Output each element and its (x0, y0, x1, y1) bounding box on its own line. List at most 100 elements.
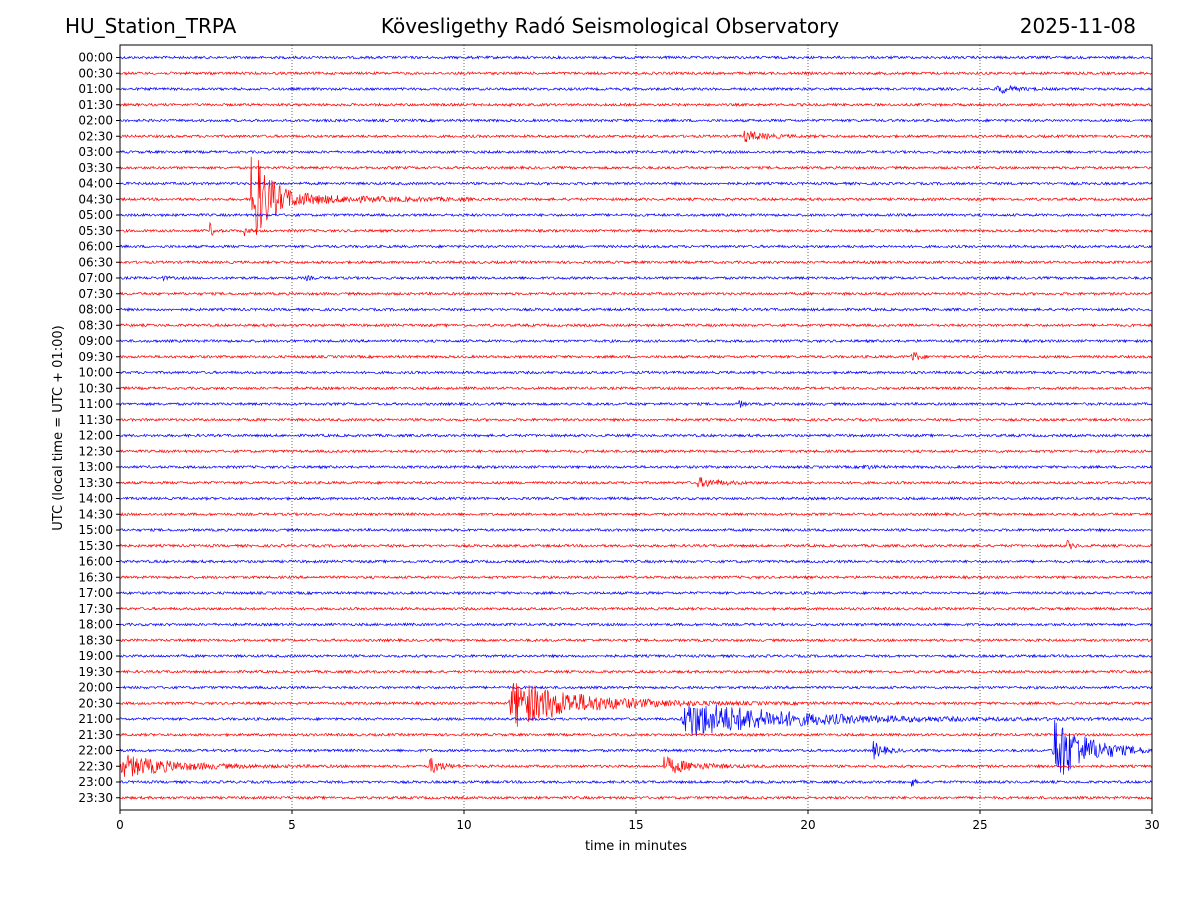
trace-row (120, 653, 1152, 659)
y-axis-label: UTC (local time = UTC + 01:00) (51, 325, 66, 530)
trace-row (120, 590, 1152, 596)
y-tick-label: 06:30 (78, 255, 113, 269)
y-tick-label: 03:30 (78, 161, 113, 175)
y-tick-label: 11:00 (78, 397, 113, 411)
y-tick-label: 19:00 (78, 649, 113, 663)
trace-row (120, 102, 1152, 108)
y-tick-label: 12:00 (78, 429, 113, 443)
trace-row (120, 511, 1152, 517)
y-tick-label: 17:00 (78, 586, 113, 600)
y-tick-label: 16:00 (78, 555, 113, 569)
x-axis-label: time in minutes (585, 839, 687, 854)
plot-date: 2025-11-08 (1019, 14, 1136, 38)
trace-row (120, 70, 1152, 76)
trace-row (120, 259, 1152, 265)
trace-row (120, 118, 1152, 123)
trace-row (120, 291, 1152, 297)
y-tick-label: 10:00 (78, 366, 113, 380)
y-tick-label: 04:00 (78, 177, 113, 191)
trace-row (120, 669, 1152, 675)
y-tick-label: 20:30 (78, 696, 113, 710)
y-tick-label: 10:30 (78, 381, 113, 395)
trace-row (120, 719, 1152, 775)
station-name: HU_Station_TRPA (65, 14, 237, 38)
trace-row (120, 149, 1152, 155)
y-tick-label: 00:00 (78, 51, 113, 65)
trace-row (120, 448, 1152, 454)
x-axis-ticks: 0 5 10 15 20 25 30 (116, 810, 1160, 832)
x-tick-label: 25 (972, 818, 987, 832)
gridlines (291, 45, 981, 810)
y-tick-label: 18:30 (78, 633, 113, 647)
x-tick-label: 20 (800, 818, 815, 832)
y-tick-label: 16:30 (78, 570, 113, 584)
y-tick-label: 21:30 (78, 728, 113, 742)
y-tick-label: 02:30 (78, 129, 113, 143)
observatory-title: Kövesligethy Radó Seismological Observat… (380, 14, 840, 38)
trace-row (120, 352, 1152, 361)
y-tick-label: 14:00 (78, 492, 113, 506)
y-tick-label: 03:00 (78, 145, 113, 159)
y-tick-label: 12:30 (78, 444, 113, 458)
x-tick-label: 5 (288, 818, 296, 832)
x-tick-label: 10 (456, 818, 471, 832)
y-tick-label: 08:30 (78, 318, 113, 332)
trace-row (120, 307, 1152, 312)
trace-row (120, 682, 1152, 727)
trace-row (120, 84, 1152, 95)
trace-row (120, 244, 1152, 249)
trace-row (120, 338, 1152, 344)
y-tick-label: 05:30 (78, 224, 113, 238)
y-tick-label: 14:30 (78, 507, 113, 521)
trace-row (120, 275, 1152, 282)
trace-row (120, 130, 1152, 142)
y-tick-label: 05:00 (78, 208, 113, 222)
trace-row (120, 606, 1152, 612)
trace-row (120, 433, 1152, 439)
trace-row (120, 540, 1152, 550)
y-tick-label: 22:30 (78, 759, 113, 773)
trace-row (120, 559, 1152, 564)
x-tick-label: 0 (116, 818, 124, 832)
trace-row (120, 385, 1152, 391)
y-tick-label: 15:00 (78, 523, 113, 537)
y-tick-label: 19:30 (78, 665, 113, 679)
y-tick-label: 23:30 (78, 791, 113, 805)
y-tick-label: 20:00 (78, 681, 113, 695)
trace-row (120, 370, 1152, 375)
y-tick-label: 07:30 (78, 287, 113, 301)
trace-row (120, 400, 1152, 408)
trace-row (120, 55, 1152, 60)
x-tick-label: 15 (628, 818, 643, 832)
trace-row (120, 476, 1152, 488)
y-tick-label: 23:00 (78, 775, 113, 789)
trace-row (120, 637, 1152, 643)
trace-row (120, 322, 1152, 328)
x-tick-label: 30 (1144, 818, 1159, 832)
y-tick-label: 02:00 (78, 114, 113, 128)
trace-row (120, 212, 1152, 218)
trace-row (120, 165, 1152, 171)
y-tick-label: 09:30 (78, 350, 113, 364)
seismogram-traces (120, 55, 1152, 801)
y-tick-label: 13:30 (78, 476, 113, 490)
trace-row (120, 464, 1152, 470)
y-tick-label: 07:00 (78, 271, 113, 285)
trace-row (120, 181, 1152, 186)
trace-row (120, 496, 1152, 501)
y-tick-label: 17:30 (78, 602, 113, 616)
y-tick-label: 09:00 (78, 334, 113, 348)
trace-row (120, 574, 1152, 580)
y-tick-label: 04:30 (78, 192, 113, 206)
trace-row (120, 795, 1152, 801)
y-tick-label: 00:30 (78, 66, 113, 80)
y-tick-label: 06:00 (78, 240, 113, 254)
y-tick-label: 01:00 (78, 82, 113, 96)
y-tick-label: 08:00 (78, 303, 113, 317)
trace-row (120, 704, 1152, 737)
y-tick-label: 21:00 (78, 712, 113, 726)
trace-row (120, 417, 1152, 423)
y-tick-label: 18:00 (78, 618, 113, 632)
